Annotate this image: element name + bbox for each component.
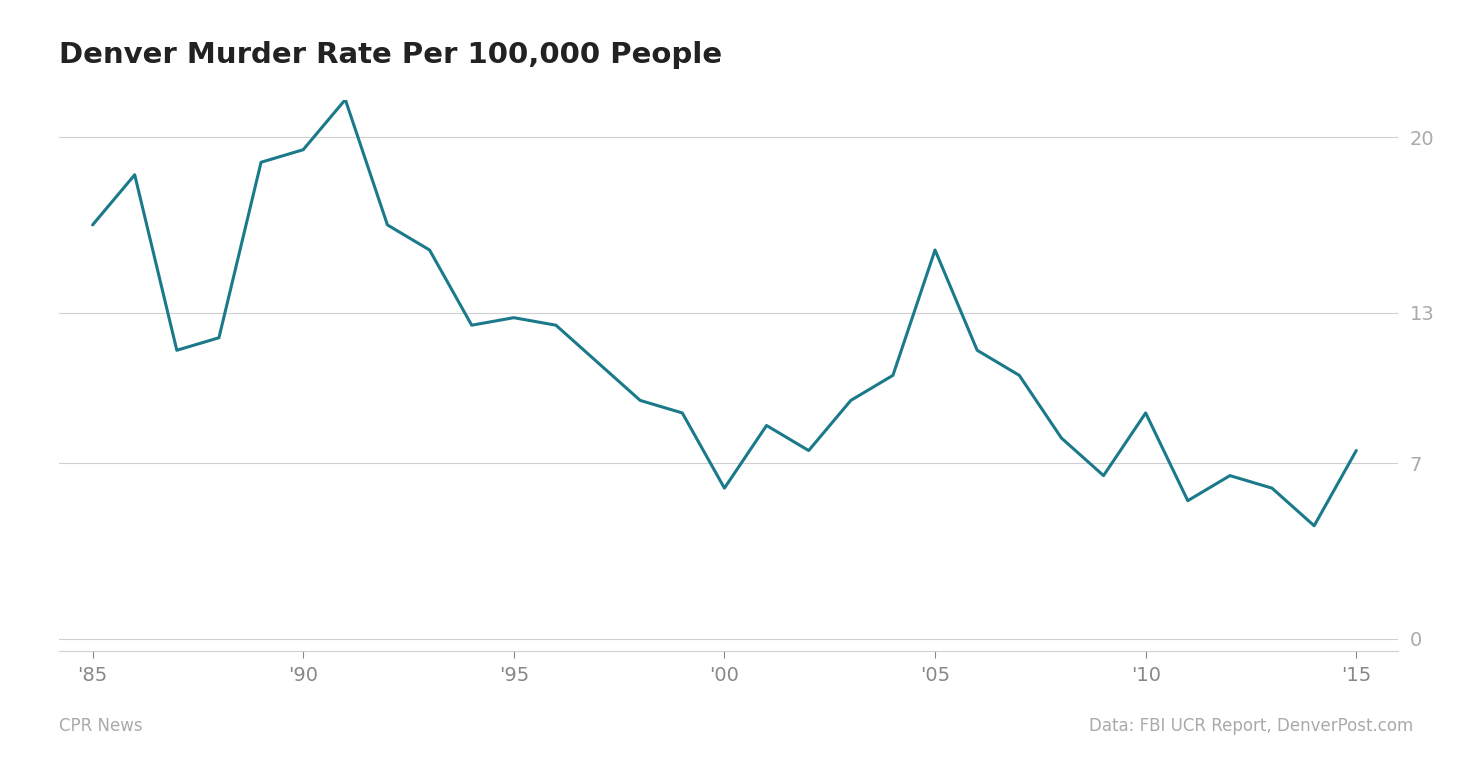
Text: Data: FBI UCR Report, DenverPost.com: Data: FBI UCR Report, DenverPost.com [1089, 718, 1413, 735]
Text: CPR News: CPR News [59, 718, 143, 735]
Text: Denver Murder Rate Per 100,000 People: Denver Murder Rate Per 100,000 People [59, 41, 721, 69]
